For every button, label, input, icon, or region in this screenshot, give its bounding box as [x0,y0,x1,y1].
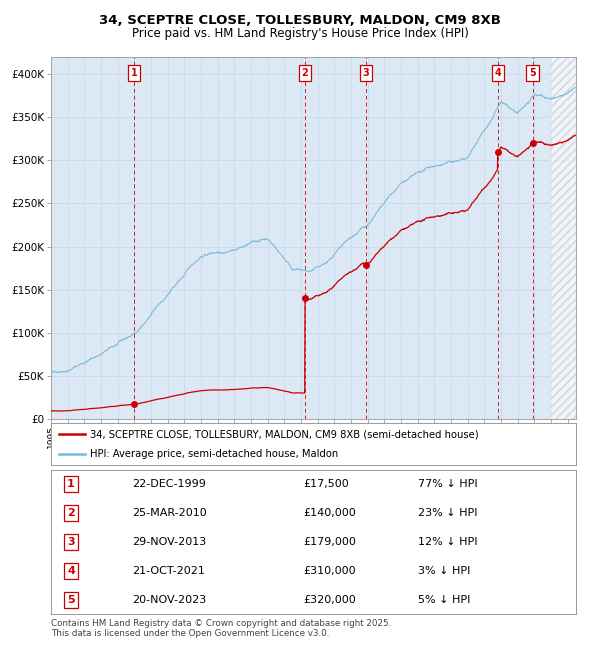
Text: £140,000: £140,000 [303,508,356,518]
Text: 4: 4 [494,68,501,78]
Bar [551,57,576,419]
Text: HPI: Average price, semi-detached house, Maldon: HPI: Average price, semi-detached house,… [91,448,338,458]
Text: £179,000: £179,000 [303,537,356,547]
Text: 5% ↓ HPI: 5% ↓ HPI [419,595,471,604]
Text: 3: 3 [363,68,370,78]
Text: Contains HM Land Registry data © Crown copyright and database right 2025.
This d: Contains HM Land Registry data © Crown c… [51,619,391,638]
Text: 23% ↓ HPI: 23% ↓ HPI [419,508,478,518]
Text: 4: 4 [67,566,75,576]
Text: £320,000: £320,000 [303,595,356,604]
Text: 77% ↓ HPI: 77% ↓ HPI [419,480,478,489]
Text: 3% ↓ HPI: 3% ↓ HPI [419,566,471,576]
Text: 22-DEC-1999: 22-DEC-1999 [133,480,206,489]
Text: 5: 5 [529,68,536,78]
Text: Price paid vs. HM Land Registry's House Price Index (HPI): Price paid vs. HM Land Registry's House … [131,27,469,40]
Text: 5: 5 [67,595,75,604]
Text: 1: 1 [130,68,137,78]
Text: 1: 1 [67,480,75,489]
Text: 25-MAR-2010: 25-MAR-2010 [133,508,207,518]
Text: 34, SCEPTRE CLOSE, TOLLESBURY, MALDON, CM9 8XB (semi-detached house): 34, SCEPTRE CLOSE, TOLLESBURY, MALDON, C… [91,430,479,439]
Text: £17,500: £17,500 [303,480,349,489]
Text: 2: 2 [67,508,75,518]
Text: 29-NOV-2013: 29-NOV-2013 [133,537,206,547]
Text: 3: 3 [67,537,75,547]
Text: 34, SCEPTRE CLOSE, TOLLESBURY, MALDON, CM9 8XB: 34, SCEPTRE CLOSE, TOLLESBURY, MALDON, C… [99,14,501,27]
Text: 2: 2 [301,68,308,78]
Text: 20-NOV-2023: 20-NOV-2023 [133,595,206,604]
Text: £310,000: £310,000 [303,566,356,576]
Text: 21-OCT-2021: 21-OCT-2021 [133,566,205,576]
Text: 12% ↓ HPI: 12% ↓ HPI [419,537,478,547]
